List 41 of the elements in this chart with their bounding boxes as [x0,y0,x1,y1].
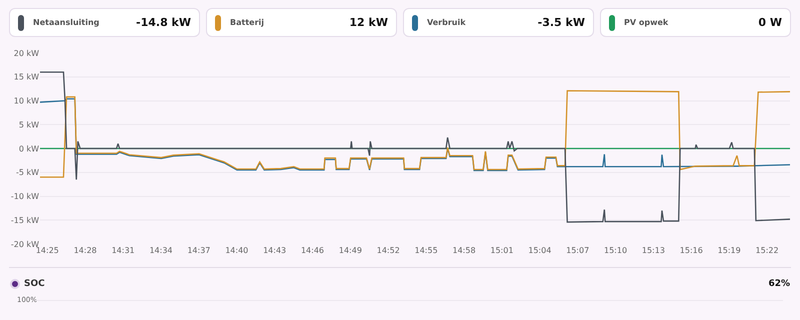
x-tick-label: 15:13 [642,246,665,255]
text: 0 W [758,16,782,29]
x-tick-label: 15:07 [566,246,590,255]
text: SOC [24,279,45,289]
x-tick-label: 14:28 [74,246,97,255]
x-tick-label: 15:16 [680,246,703,255]
x-tick-label: 15:10 [604,246,628,255]
legend-label: PV opwek [624,18,670,27]
x-tick-label: 14:55 [414,246,438,255]
x-tick-label: 14:31 [112,246,135,255]
x-tick-label: 14:40 [225,246,248,255]
x-tick-label: 14:34 [149,246,173,255]
x-tick-label: 15:01 [490,246,514,255]
text: -14.8 kW [136,16,191,29]
x-tick-label: 15:19 [718,246,741,255]
y-tick-label: -10 kW [10,192,40,202]
legend-label: Verbruik [427,18,467,27]
x-tick-label: 14:52 [376,246,400,255]
text: 12 kW [349,16,388,29]
text: 62% [768,279,790,289]
x-tick-label: 14:25 [36,246,59,255]
y-tick-label: 5 kW [18,120,40,130]
y-tick-label: 10 kW [14,96,40,106]
x-tick-label: 15:04 [528,246,552,255]
legend-label: Netaansluiting [33,18,100,27]
legend-label: Batterij [230,18,265,27]
x-tick-label: 14:49 [338,246,362,255]
x-tick-label: 15:22 [756,246,779,255]
x-tick-label: 14:37 [187,246,210,255]
y-tick-label: 0 kW [18,144,40,154]
x-tick-label: 14:46 [300,246,324,255]
y-tick-label: 20 kW [14,48,40,58]
line-series [40,98,790,172]
y-tick-label: 15 kW [14,72,40,82]
x-tick-label: 14:58 [452,246,476,255]
text: -3.5 kW [538,16,585,29]
y-tick-label: -5 kW [16,168,40,178]
line-series [40,71,790,223]
y-tick-label: -15 kW [10,216,40,225]
line-series [40,90,790,178]
x-tick-label: 14:43 [263,246,286,255]
